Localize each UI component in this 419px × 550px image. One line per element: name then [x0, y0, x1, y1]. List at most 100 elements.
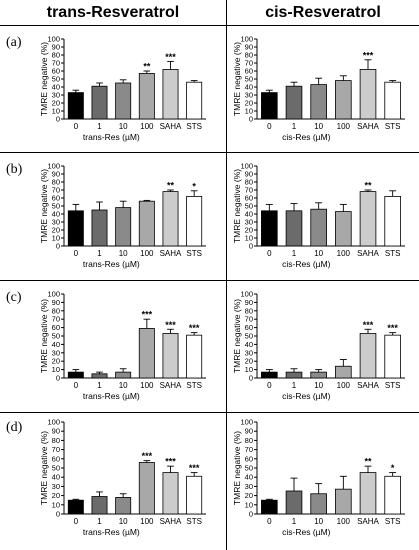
x-tick-label: SAHA	[357, 517, 379, 526]
x-tick-label: 0	[74, 517, 79, 526]
y-tick-label: 30	[245, 348, 253, 357]
x-tick-label: 0	[74, 249, 79, 258]
x-tick-label: 10	[119, 381, 128, 390]
y-axis-label: TMRE negative (%)	[233, 431, 242, 505]
y-tick-label: 80	[245, 51, 253, 60]
y-tick-label: 40	[245, 210, 253, 219]
bar-1	[285, 210, 303, 247]
bar-1	[285, 371, 303, 379]
y-tick-label: 100	[240, 35, 253, 44]
y-tick-label: 90	[245, 43, 253, 52]
significance-label: ***	[387, 323, 398, 333]
y-tick-label: 70	[245, 186, 253, 195]
bar-chart-a-trans: TMRE negative (%)01020304050607080901000…	[40, 35, 206, 142]
x-tick-label: SAHA	[357, 122, 379, 131]
y-tick-label: 80	[245, 306, 253, 315]
x-tick-label: SAHA	[160, 517, 182, 526]
bar-sts	[186, 334, 203, 379]
bar-10	[115, 497, 132, 515]
bar-chart-b-cis: TMRE negative (%)01020304050607080901000…	[233, 162, 405, 269]
y-tick-label: 0	[249, 374, 253, 383]
column-header-trans: trans-Resveratrol	[46, 4, 180, 21]
x-tick-label: 100	[140, 517, 154, 526]
y-tick-label: 50	[52, 332, 60, 341]
y-tick-label: 70	[245, 315, 253, 324]
y-axis-label: TMRE negative (%)	[40, 299, 49, 373]
y-axis-label: TMRE negative (%)	[233, 42, 242, 116]
y-tick-label: 30	[245, 218, 253, 227]
y-tick-label: 10	[245, 365, 253, 374]
x-axis-label: trans-Res (µM)	[83, 391, 140, 401]
y-tick-label: 100	[240, 290, 253, 299]
y-axis-label: TMRE negative (%)	[40, 42, 49, 116]
x-tick-label: STS	[385, 381, 401, 390]
y-tick-label: 100	[47, 162, 60, 171]
y-tick-label: 100	[47, 35, 60, 44]
bar-10	[115, 82, 132, 120]
y-tick-label: 90	[52, 298, 60, 307]
bar-1	[91, 373, 108, 379]
bar-sts	[186, 196, 203, 247]
y-tick-label: 0	[56, 510, 60, 519]
x-tick-label: SAHA	[357, 381, 379, 390]
x-tick-label: 10	[119, 517, 128, 526]
y-tick-label: 90	[52, 427, 60, 436]
x-tick-label: 0	[74, 381, 79, 390]
y-tick-label: 30	[52, 91, 60, 100]
y-axis-label: TMRE negative (%)	[40, 431, 49, 505]
x-tick-label: 1	[97, 517, 102, 526]
x-tick-label: SAHA	[357, 249, 379, 258]
significance-label: ***	[165, 320, 176, 330]
y-tick-label: 50	[52, 75, 60, 84]
y-tick-label: 80	[52, 306, 60, 315]
y-tick-label: 30	[245, 91, 253, 100]
y-tick-label: 70	[245, 59, 253, 68]
x-tick-label: 10	[119, 249, 128, 258]
bar-0	[261, 499, 278, 515]
significance-label: ***	[165, 52, 176, 62]
x-tick-label: 10	[119, 122, 128, 131]
y-tick-label: 40	[245, 83, 253, 92]
bar-chart-c-trans: TMRE negative (%)01020304050607080901000…	[40, 290, 206, 401]
x-axis-label: cis-Res (µM)	[282, 391, 331, 401]
x-tick-label: STS	[186, 122, 202, 131]
row-divider	[0, 152, 419, 153]
y-tick-label: 80	[52, 436, 60, 445]
x-axis-label: trans-Res (µM)	[83, 527, 140, 537]
x-tick-label: 1	[292, 517, 297, 526]
bar-saha	[359, 472, 377, 515]
bar-chart-b-trans: TMRE negative (%)01020304050607080901000…	[40, 162, 206, 269]
y-tick-label: 90	[52, 43, 60, 52]
y-tick-label: 30	[52, 348, 60, 357]
bar-1	[91, 209, 108, 247]
y-tick-label: 40	[52, 210, 60, 219]
bar-saha	[162, 69, 179, 120]
y-tick-label: 80	[245, 436, 253, 445]
y-tick-label: 10	[245, 234, 253, 243]
significance-label: **	[364, 181, 372, 191]
y-tick-label: 30	[245, 482, 253, 491]
y-tick-label: 60	[52, 323, 60, 332]
x-tick-label: STS	[385, 122, 401, 131]
panel-label-a: (a)	[6, 35, 22, 50]
y-tick-label: 90	[245, 170, 253, 179]
y-axis-label: TMRE negative (%)	[233, 299, 242, 373]
y-tick-label: 100	[47, 418, 60, 427]
bar-sts	[186, 475, 203, 515]
x-axis-label: trans-Res (µM)	[83, 132, 140, 142]
bar-100	[138, 200, 155, 247]
x-tick-label: 100	[140, 122, 154, 131]
panel-label-b: (b)	[6, 162, 23, 177]
y-tick-label: 70	[52, 59, 60, 68]
y-axis-label: TMRE negative (%)	[40, 169, 49, 243]
y-tick-label: 70	[245, 445, 253, 454]
bar-0	[261, 371, 278, 379]
y-tick-label: 70	[52, 445, 60, 454]
bar-10	[310, 371, 327, 379]
significance-label: ***	[363, 320, 374, 330]
significance-label: ***	[142, 451, 153, 461]
bar-100	[335, 211, 352, 247]
significance-label: **	[167, 181, 175, 191]
bar-saha	[162, 333, 179, 379]
bar-saha	[162, 191, 179, 247]
